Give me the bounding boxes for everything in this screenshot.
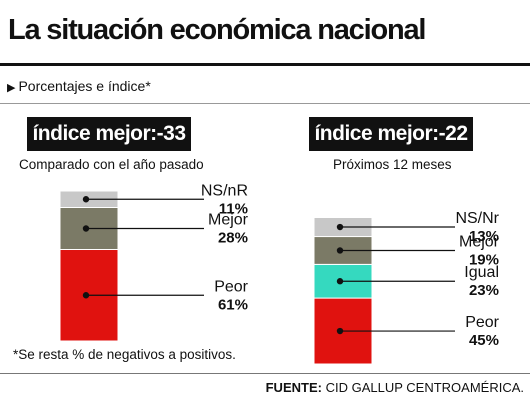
segment-value-left-mejor: 28%	[218, 230, 248, 247]
subtitle-text: Porcentajes e índice*	[18, 78, 151, 94]
segment-name-right-mejor: Mejor	[459, 233, 500, 250]
marker-dot-right-peor	[336, 327, 344, 335]
chart-caption-left: Comparado con el año pasado	[19, 157, 204, 172]
subtitle-rule	[0, 103, 530, 104]
segment-value-right-peor: 45%	[469, 332, 499, 349]
marker-dot-right-igual	[336, 278, 344, 285]
page-title: La situación económica nacional	[8, 14, 426, 46]
source-text: CID GALLUP CENTROAMÉRICA.	[325, 380, 524, 395]
subtitle: ▶ Porcentajes e índice*	[7, 78, 151, 94]
segment-value-right-mejor: 19%	[469, 251, 499, 268]
footer-rule	[0, 373, 530, 374]
marker-dot-right-ns-nr	[336, 223, 344, 231]
chart-caption-right: Próximos 12 meses	[333, 157, 452, 172]
segment-name-right-igual: Igual	[464, 264, 499, 281]
segment-value-right-ns-nr: 13%	[469, 228, 499, 245]
source-label: FUENTE:	[265, 380, 322, 395]
segment-name-left-ns-nr: NS/nR	[201, 182, 248, 199]
segment-value-left-ns-nr: 11%	[219, 200, 248, 217]
marker-dot-right-mejor	[336, 247, 344, 254]
title-rule	[0, 63, 530, 66]
footnote: *Se resta % de negativos a positivos.	[13, 347, 236, 362]
segment-name-left-mejor: Mejor	[208, 212, 249, 229]
segment-name-right-peor: Peor	[465, 314, 499, 331]
index-box-right: índice mejor:-22	[309, 117, 473, 151]
segment-name-left-peor: Peor	[214, 278, 248, 295]
segment-value-left-peor: 61%	[218, 296, 248, 313]
marker-dot-left-ns-nr	[82, 196, 90, 203]
marker-dot-left-mejor	[82, 225, 90, 232]
marker-dot-left-peor	[82, 292, 90, 299]
segment-name-right-ns-nr: NS/Nr	[455, 210, 499, 227]
index-box-left: índice mejor:-33	[27, 117, 191, 151]
triangle-right-icon: ▶	[7, 82, 16, 94]
segment-value-right-igual: 23%	[469, 282, 499, 299]
source-credit: FUENTE: CID GALLUP CENTROAMÉRICA.	[266, 380, 524, 395]
